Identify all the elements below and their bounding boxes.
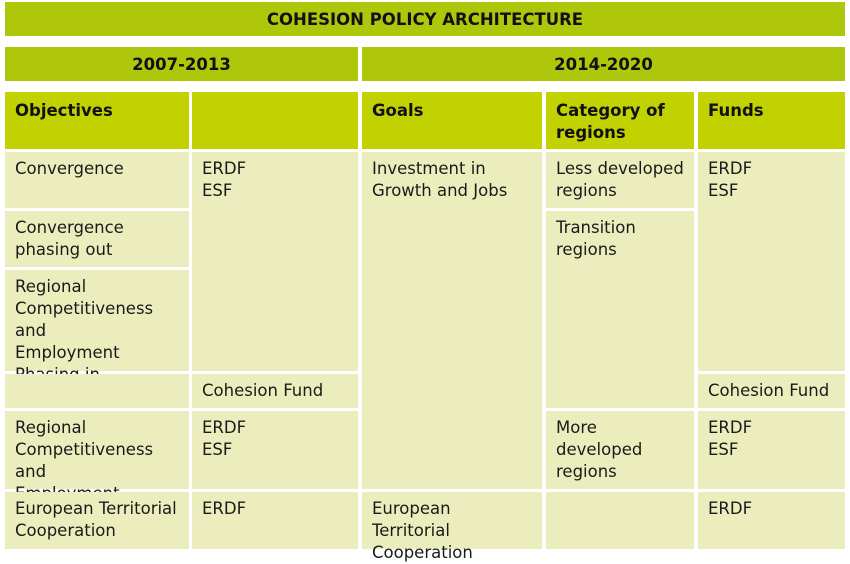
period-2014-2020: 2014-2020: [362, 47, 845, 81]
header-goals: Goals: [362, 92, 542, 149]
header-funds-2007: [192, 92, 358, 149]
objective-rce: Regional Competitiveness and Employment: [5, 411, 189, 503]
table-title: COHESION POLICY ARCHITECTURE: [5, 2, 845, 36]
objective-empty: [5, 374, 189, 408]
category-more-developed: More developed regions: [546, 411, 694, 489]
header-funds-2014: Funds: [698, 92, 845, 149]
goal-etc: European Territorial Cooperation: [362, 492, 542, 562]
funds-2014-erdf-esf-more: ERDF ESF: [698, 411, 845, 489]
objective-rce-phasing-in: Regional Competitiveness and Employment …: [5, 270, 189, 384]
category-empty: [546, 492, 694, 549]
funds-2014-erdf-esf: ERDF ESF: [698, 152, 845, 371]
category-transition: Transition regions: [546, 211, 694, 408]
objective-convergence: Convergence: [5, 152, 189, 208]
funds-2014-cohesion-fund: Cohesion Fund: [698, 374, 845, 408]
objective-convergence-phasing-out: Convergence phasing out: [5, 211, 189, 267]
header-objectives: Objectives: [5, 92, 189, 149]
header-category-of-regions: Category of regions: [546, 92, 694, 149]
funds-2014-erdf-etc: ERDF: [698, 492, 845, 549]
funds-2007-erdf-etc: ERDF: [192, 492, 358, 549]
period-2007-2013: 2007-2013: [5, 47, 358, 81]
funds-2007-erdf-esf-rce: ERDF ESF: [192, 411, 358, 489]
category-less-developed: Less developed regions: [546, 152, 694, 208]
objective-etc: European Territorial Cooperation: [5, 492, 189, 549]
funds-2007-cohesion-fund: Cohesion Fund: [192, 374, 358, 408]
goal-investment-growth-jobs: Investment in Growth and Jobs: [362, 152, 542, 489]
funds-2007-erdf-esf: ERDF ESF: [192, 152, 358, 371]
